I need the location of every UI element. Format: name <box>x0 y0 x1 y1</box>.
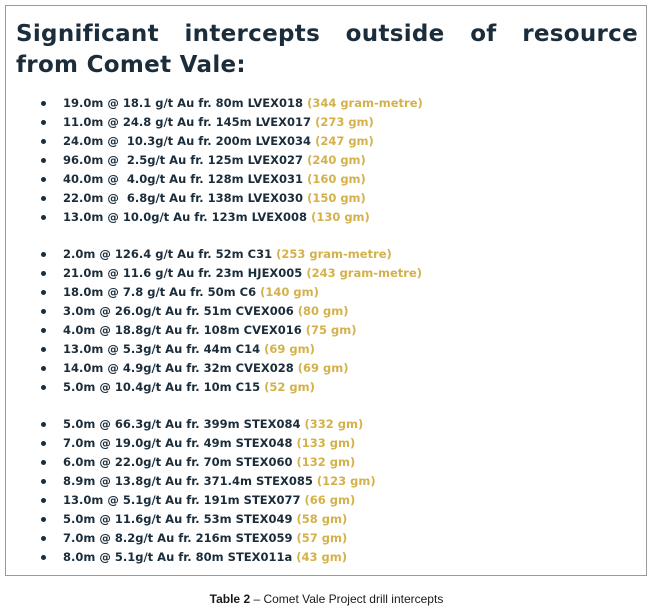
intercept-note: (52 gm) <box>264 380 315 394</box>
intercept-note: (57 gm) <box>296 531 348 545</box>
intercept-text: 11.0m @ 24.8 g/t Au fr. 145m LVEX017 <box>63 115 312 129</box>
intercept-note: (273 gm) <box>315 115 374 129</box>
intercept-text: 5.0m @ 10.4g/t Au fr. 10m C15 <box>63 380 261 394</box>
intercept-note: (58 gm) <box>296 512 348 526</box>
intercept-item: 13.0m @ 5.3g/t Au fr. 44m C14 (69 gm) <box>6 340 646 359</box>
intercept-list: 19.0m @ 18.1 g/t Au fr. 80m LVEX018 (344… <box>6 94 646 585</box>
intercept-text: 21.0m @ 11.6 g/t Au fr. 23m HJEX005 <box>63 266 303 280</box>
intercept-note: (150 gm) <box>307 191 366 205</box>
intercept-text: 14.0m @ 4.9g/t Au fr. 32m CVEX028 <box>63 361 294 375</box>
caption: Table 2 – Comet Vale Project drill inter… <box>0 592 653 606</box>
intercept-text: 13.0m @ 5.1g/t Au fr. 191m STEX077 <box>63 493 301 507</box>
title: Significant intercepts outside of resour… <box>16 21 638 78</box>
intercept-note: (332 gm) <box>304 417 364 431</box>
intercept-text: 13.0m @ 5.3g/t Au fr. 44m C14 <box>63 342 261 356</box>
intercept-note: (140 gm) <box>260 285 319 299</box>
intercept-text: 7.0m @ 19.0g/t Au fr. 49m STEX048 <box>63 436 293 450</box>
intercept-item: 5.0m @ 11.6g/t Au fr. 53m STEX049 (58 gm… <box>6 510 646 529</box>
intercept-text: 8.9m @ 13.8g/t Au fr. 371.4m STEX085 <box>63 474 313 488</box>
intercept-item: 40.0m @ 4.0g/t Au fr. 128m LVEX031 (160 … <box>6 170 646 189</box>
intercept-item: 19.0m @ 18.1 g/t Au fr. 80m LVEX018 (344… <box>6 94 646 113</box>
caption-label: Table 2 <box>209 592 251 606</box>
intercept-note: (344 gram-metre) <box>307 96 423 110</box>
intercept-item: 21.0m @ 11.6 g/t Au fr. 23m HJEX005 (243… <box>6 264 646 283</box>
intercept-note: (253 gram-metre) <box>276 247 392 261</box>
intercept-text: 96.0m @ 2.5g/t Au fr. 125m LVEX027 <box>63 153 304 167</box>
intercept-item: 11.0m @ 24.8 g/t Au fr. 145m LVEX017 (27… <box>6 113 646 132</box>
intercept-note: (133 gm) <box>296 436 356 450</box>
content-box: Significant intercepts outside of resour… <box>5 5 647 576</box>
intercept-text: 3.0m @ 26.0g/t Au fr. 51m CVEX006 <box>63 304 294 318</box>
intercept-group: 5.0m @ 66.3g/t Au fr. 399m STEX084 (332 … <box>6 415 646 567</box>
intercept-text: 19.0m @ 18.1 g/t Au fr. 80m LVEX018 <box>63 96 304 110</box>
intercept-item: 7.0m @ 8.2g/t Au fr. 216m STEX059 (57 gm… <box>6 529 646 548</box>
intercept-note: (240 gm) <box>307 153 366 167</box>
intercept-item: 2.0m @ 126.4 g/t Au fr. 52m C31 (253 gra… <box>6 245 646 264</box>
intercept-item: 8.0m @ 5.1g/t Au fr. 80m STEX011a (43 gm… <box>6 548 646 567</box>
intercept-note: (66 gm) <box>304 493 356 507</box>
intercept-item: 14.0m @ 4.9g/t Au fr. 32m CVEX028 (69 gm… <box>6 359 646 378</box>
intercept-note: (69 gm) <box>264 342 315 356</box>
intercept-text: 40.0m @ 4.0g/t Au fr. 128m LVEX031 <box>63 172 304 186</box>
intercept-item: 13.0m @ 5.1g/t Au fr. 191m STEX077 (66 g… <box>6 491 646 510</box>
intercept-text: 6.0m @ 22.0g/t Au fr. 70m STEX060 <box>63 455 293 469</box>
intercept-text: 2.0m @ 126.4 g/t Au fr. 52m C31 <box>63 247 273 261</box>
intercept-item: 6.0m @ 22.0g/t Au fr. 70m STEX060 (132 g… <box>6 453 646 472</box>
intercept-note: (243 gram-metre) <box>306 266 423 280</box>
intercept-note: (132 gm) <box>296 455 356 469</box>
caption-text: – Comet Vale Project drill intercepts <box>250 592 444 606</box>
intercept-item: 3.0m @ 26.0g/t Au fr. 51m CVEX006 (80 gm… <box>6 302 646 321</box>
intercept-text: 5.0m @ 11.6g/t Au fr. 53m STEX049 <box>63 512 293 526</box>
intercept-note: (43 gm) <box>296 550 348 564</box>
intercept-text: 24.0m @ 10.3g/t Au fr. 200m LVEX034 <box>63 134 312 148</box>
intercept-note: (123 gm) <box>316 474 376 488</box>
intercept-text: 7.0m @ 8.2g/t Au fr. 216m STEX059 <box>63 531 293 545</box>
intercept-text: 13.0m @ 10.0g/t Au fr. 123m LVEX008 <box>63 210 308 224</box>
intercept-group: 2.0m @ 126.4 g/t Au fr. 52m C31 (253 gra… <box>6 245 646 397</box>
intercept-item: 8.9m @ 13.8g/t Au fr. 371.4m STEX085 (12… <box>6 472 646 491</box>
intercept-text: 8.0m @ 5.1g/t Au fr. 80m STEX011a <box>63 550 293 564</box>
intercept-text: 5.0m @ 66.3g/t Au fr. 399m STEX084 <box>63 417 301 431</box>
intercept-note: (75 gm) <box>305 323 357 337</box>
intercept-item: 18.0m @ 7.8 g/t Au fr. 50m C6 (140 gm) <box>6 283 646 302</box>
intercept-group: 19.0m @ 18.1 g/t Au fr. 80m LVEX018 (344… <box>6 94 646 227</box>
intercept-item: 24.0m @ 10.3g/t Au fr. 200m LVEX034 (247… <box>6 132 646 151</box>
intercept-item: 96.0m @ 2.5g/t Au fr. 125m LVEX027 (240 … <box>6 151 646 170</box>
intercept-item: 22.0m @ 6.8g/t Au fr. 138m LVEX030 (150 … <box>6 189 646 208</box>
intercept-text: 22.0m @ 6.8g/t Au fr. 138m LVEX030 <box>63 191 304 205</box>
intercept-text: 18.0m @ 7.8 g/t Au fr. 50m C6 <box>63 285 257 299</box>
intercept-text: 4.0m @ 18.8g/t Au fr. 108m CVEX016 <box>63 323 302 337</box>
intercept-item: 7.0m @ 19.0g/t Au fr. 49m STEX048 (133 g… <box>6 434 646 453</box>
intercept-item: 13.0m @ 10.0g/t Au fr. 123m LVEX008 (130… <box>6 208 646 227</box>
intercept-item: 5.0m @ 10.4g/t Au fr. 10m C15 (52 gm) <box>6 378 646 397</box>
intercept-note: (247 gm) <box>315 134 374 148</box>
intercept-note: (130 gm) <box>311 210 370 224</box>
intercept-note: (160 gm) <box>307 172 366 186</box>
intercept-note: (69 gm) <box>297 361 349 375</box>
intercept-item: 5.0m @ 66.3g/t Au fr. 399m STEX084 (332 … <box>6 415 646 434</box>
intercept-item: 4.0m @ 18.8g/t Au fr. 108m CVEX016 (75 g… <box>6 321 646 340</box>
intercept-note: (80 gm) <box>297 304 349 318</box>
